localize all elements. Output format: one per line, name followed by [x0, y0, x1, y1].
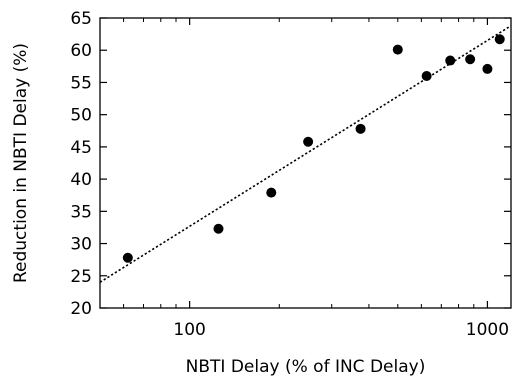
y-tick-label: 30	[70, 235, 92, 255]
x-tick-label: 1000	[466, 320, 509, 340]
data-point	[482, 63, 493, 74]
plot-frame	[99, 17, 512, 309]
y-tick-label: 60	[70, 41, 92, 61]
x-tick-label: 100	[173, 320, 205, 340]
y-tick-label: 20	[70, 299, 92, 319]
data-point	[303, 136, 314, 147]
data-point	[122, 252, 133, 263]
data-point	[421, 71, 432, 81]
trendline-layer	[99, 25, 512, 283]
y-tick-label: 50	[70, 106, 92, 126]
x-axis-label: NBTI Delay (% of INC Delay)	[186, 357, 426, 377]
y-tick-label: 55	[70, 73, 92, 93]
data-point	[355, 123, 366, 134]
trendline	[99, 25, 512, 283]
data-point	[465, 54, 476, 65]
axes	[99, 17, 512, 309]
y-tick-label: 40	[70, 170, 92, 190]
y-tick-label: 25	[70, 267, 92, 287]
y-tick-label: 45	[70, 138, 92, 158]
data-point	[494, 34, 505, 45]
data-points	[122, 34, 505, 263]
data-point	[266, 187, 277, 198]
y-tick-label: 35	[70, 202, 92, 222]
data-point	[392, 44, 403, 55]
data-point	[213, 223, 224, 234]
data-point	[445, 55, 456, 66]
y-tick-label: 65	[70, 9, 92, 29]
tick-labels: 20 25 30 35 40 45 50 55 60 65 100 1000	[70, 9, 509, 340]
y-axis-label: Reduction in NBTI Delay (%)	[11, 43, 31, 283]
